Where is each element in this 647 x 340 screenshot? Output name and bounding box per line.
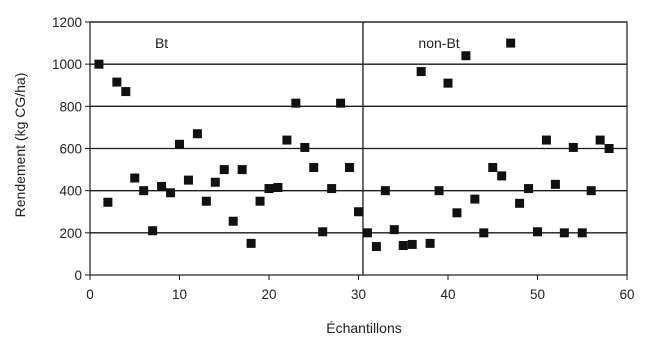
data-point [336, 98, 346, 108]
data-point [228, 216, 238, 226]
data-point [354, 207, 363, 217]
data-point [452, 208, 462, 218]
y-tick-label: 400 [59, 184, 82, 199]
data-point [568, 142, 578, 152]
data-point [175, 139, 184, 149]
data-point [112, 77, 122, 87]
data-point [389, 225, 399, 235]
data-point [380, 186, 390, 196]
y-tick-label: 600 [59, 142, 82, 157]
data-point [157, 181, 167, 191]
data-point [246, 238, 256, 248]
data-point [94, 59, 104, 69]
group-label: non-Bt [418, 35, 459, 51]
data-point [506, 38, 516, 48]
x-tick-label: 10 [172, 287, 187, 302]
data-point [416, 67, 426, 77]
data-point [148, 226, 158, 236]
plot-frame [89, 21, 628, 276]
data-point [595, 135, 605, 145]
data-point [407, 239, 417, 249]
data-point [604, 144, 614, 153]
data-point [130, 173, 140, 183]
data-points [94, 38, 614, 252]
data-point [219, 165, 229, 175]
data-point [166, 188, 176, 198]
data-point [470, 194, 480, 204]
y-tick-labels: 0 200 400 600 800 1000 1200 [52, 15, 82, 283]
data-point [541, 135, 551, 145]
y-axis-label: Rendement (kg CG/ha) [12, 73, 28, 218]
data-point [434, 186, 444, 196]
x-tick-label: 60 [619, 287, 634, 302]
data-point [559, 228, 569, 238]
data-point [443, 78, 453, 88]
data-point [309, 162, 319, 172]
data-point [183, 175, 193, 185]
data-point [327, 184, 337, 194]
data-point [533, 227, 542, 237]
data-point [273, 183, 283, 193]
y-tick-label: 800 [59, 99, 82, 114]
y-tick-label: 1000 [52, 57, 82, 72]
data-point [282, 135, 292, 145]
data-point [318, 227, 328, 237]
data-point [103, 197, 113, 207]
data-point [264, 184, 274, 194]
y-tick-label: 1200 [52, 15, 82, 30]
data-point [371, 242, 381, 252]
data-point [192, 129, 202, 139]
grid-lines [90, 21, 627, 234]
annotations: Bt non-Bt [155, 35, 460, 51]
x-axis-label: Échantillons [326, 320, 402, 336]
data-point [210, 177, 220, 187]
data-point [398, 240, 408, 250]
x-tick-label: 50 [530, 287, 545, 302]
data-point [300, 142, 310, 152]
data-point [121, 87, 131, 97]
data-point [577, 228, 587, 238]
data-point [345, 162, 355, 172]
data-point [524, 184, 534, 194]
x-tick-label: 0 [86, 287, 94, 302]
y-tick-label: 200 [59, 226, 82, 241]
group-label: Bt [155, 35, 168, 51]
data-point [201, 196, 211, 206]
data-point [237, 165, 247, 175]
x-tick-label: 40 [440, 287, 455, 302]
data-point [139, 186, 149, 196]
x-tick-label: 20 [261, 287, 276, 302]
data-point [425, 238, 435, 248]
data-point [497, 171, 507, 181]
y-tick-label: 0 [74, 268, 82, 283]
data-point [586, 186, 596, 196]
data-point [255, 196, 265, 206]
data-point [461, 51, 471, 61]
x-tick-labels: 0 10 20 30 40 50 60 [86, 287, 634, 302]
data-point [362, 228, 372, 238]
axes [85, 21, 628, 280]
data-point [291, 98, 301, 108]
data-point [479, 228, 489, 238]
data-point [488, 162, 498, 172]
x-tick-label: 30 [351, 287, 366, 302]
data-point [550, 179, 560, 189]
data-point [515, 198, 525, 208]
